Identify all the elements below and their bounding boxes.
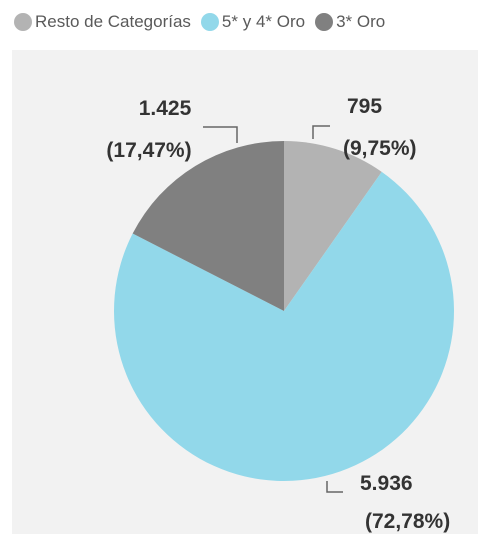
leader-line-5-4-oro [326,481,343,493]
data-label-3-oro-pct: (17,47%) [106,139,191,162]
legend-label-3-oro: 3* Oro [336,12,386,31]
legend-swatch-3-oro [315,13,334,31]
data-label-3-oro-value: 1.425 [139,97,192,120]
pie-slice-3-oro [132,141,284,311]
pie-slice-5-4-oro [114,171,455,482]
pie-slices [114,141,455,482]
legend-swatch-resto [14,13,32,31]
legend-item-3-oro: 3* Oro [315,12,385,32]
pie-slice-resto [284,141,382,311]
legend-label-5-4-oro: 5* y 4* Oro [221,12,306,31]
data-label-resto-value: 795 [347,95,382,118]
chart-legend: Resto de Categorías 5* y 4* Oro 3* Oro [14,10,395,34]
legend-swatch-5-4-oro [200,13,219,31]
legend-label-resto: Resto de Categorías [35,12,191,31]
data-label-5-4-oro-pct: (72,78%) [365,510,450,533]
data-label-resto-pct: (9,75%) [343,137,417,160]
leader-line-resto [312,125,330,139]
legend-item-resto: Resto de Categorías [14,12,191,32]
data-label-5-4-oro-value: 5.936 [360,472,413,495]
leader-line-3-oro [203,126,238,143]
legend-item-5-4-oro: 5* y 4* Oro [200,12,306,32]
